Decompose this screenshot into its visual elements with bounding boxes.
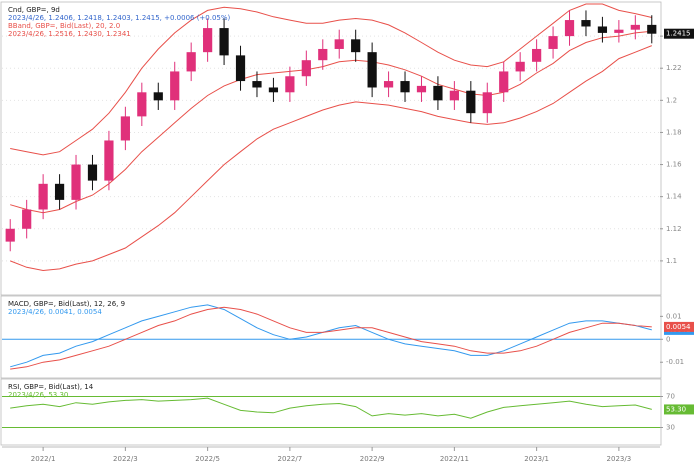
series-line — [10, 45, 652, 272]
series-line — [10, 3, 652, 156]
value-tag: 1.2415 — [666, 30, 691, 38]
candle-body — [400, 81, 410, 93]
panel-title: MACD, GBP=, Bid(Last), 12, 26, 9 — [8, 300, 125, 308]
candle-body — [581, 20, 591, 27]
x-tick-label: 2022/5 — [195, 455, 220, 463]
candle-body — [22, 209, 32, 229]
candle-body — [104, 140, 114, 181]
indicator-values: 2023/4/26, 1.2516, 1.2430, 1.2341 — [8, 30, 131, 38]
x-tick-label: 2022/9 — [360, 455, 385, 463]
value-tag-bg — [664, 321, 694, 332]
value-tag-bg — [664, 28, 694, 39]
candle-body — [351, 39, 361, 53]
indicator-title: BBand, GBP=, Bid(Last), 20, 2.0 — [8, 22, 120, 30]
candle-body — [87, 164, 98, 181]
candle-body — [416, 85, 427, 93]
value-tag: 0.0054 — [666, 323, 691, 331]
candle-body — [482, 92, 492, 114]
x-tick-label: 2022/3 — [113, 455, 138, 463]
panel-subtitle: 2023/4/26, 53.30 — [8, 391, 68, 399]
candle-body — [54, 183, 65, 200]
y-tick-label: 1.1 — [666, 257, 677, 265]
y-tick-label: 1.16 — [666, 161, 682, 169]
y-tick-label: 0.01 — [666, 312, 682, 320]
candle-body — [548, 36, 558, 49]
candle-body — [235, 55, 246, 82]
candle-body — [367, 52, 377, 88]
series-line — [10, 397, 652, 419]
panel-subtitle: 2023/4/26, 1.2406, 1.2418, 1.2403, 1.241… — [8, 14, 231, 22]
candle-body — [532, 48, 542, 62]
series-line — [10, 30, 652, 214]
candle-body — [170, 71, 180, 101]
candle-body — [449, 90, 459, 101]
x-tick-label: 2023/1 — [524, 455, 549, 463]
y-tick-label: 1.14 — [666, 193, 682, 201]
y-tick-label: 1.12 — [666, 225, 682, 233]
candle-body — [137, 92, 147, 117]
x-tick-label: 2023/3 — [607, 455, 632, 463]
candle-body — [285, 76, 295, 93]
candle-body — [120, 116, 130, 141]
series-line — [10, 306, 652, 370]
candle-body — [433, 85, 443, 101]
candle-body — [301, 60, 311, 77]
candle-body — [499, 71, 509, 93]
candle-body — [219, 28, 229, 56]
y-tick-label: 1.2 — [666, 96, 677, 104]
panel-title: Cnd, GBP=, 9d — [8, 6, 60, 14]
candle-body — [564, 20, 575, 37]
panel-subtitle: 2023/4/26, 0.0041, 0.0054 — [8, 308, 102, 316]
panel-frame — [0, 1, 662, 296]
panel-frame — [0, 295, 662, 379]
y-tick-label: 30 — [666, 424, 675, 432]
candle-body — [5, 228, 15, 242]
candle-body — [466, 90, 476, 114]
candle-body — [203, 28, 213, 53]
candle-body — [252, 81, 262, 88]
y-tick-label: 0 — [666, 335, 670, 343]
candle-body — [153, 92, 163, 101]
candle-body — [318, 48, 328, 61]
candle-body — [614, 29, 624, 33]
series-line — [10, 304, 652, 368]
value-tag-bg — [664, 404, 694, 415]
y-tick-label: 70 — [666, 393, 675, 401]
y-tick-label: 1.18 — [666, 128, 682, 136]
candle-body — [38, 183, 48, 210]
panel-title: RSI, GBP=, Bid(Last), 14 — [8, 383, 94, 391]
candle-body — [647, 24, 657, 34]
panel-frame — [0, 378, 662, 446]
candle-body — [334, 39, 344, 49]
x-tick-label: 2022/1 — [31, 455, 56, 463]
x-tick-label: 2022/7 — [278, 455, 303, 463]
candle-body — [597, 26, 608, 33]
candle-body — [268, 87, 279, 93]
value-tag: 53.30 — [666, 405, 686, 413]
y-tick-label: -0.01 — [666, 358, 684, 366]
candle-body — [630, 24, 640, 30]
candle-body — [71, 164, 81, 200]
x-tick-label: 2022/11 — [440, 455, 469, 463]
candle-body — [186, 52, 196, 72]
candle-body — [515, 61, 525, 72]
candle-body — [383, 81, 394, 88]
y-tick-label: 1.22 — [666, 64, 682, 72]
